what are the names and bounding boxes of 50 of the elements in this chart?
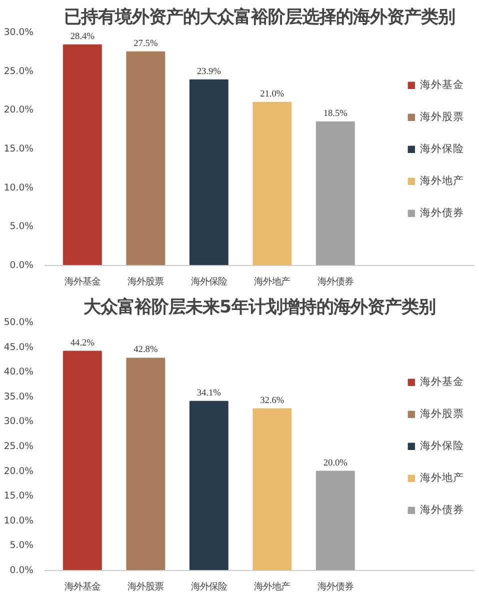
- data-label: 21.0%: [260, 89, 284, 100]
- x-tick-label: 海外保险: [190, 582, 227, 592]
- data-label: 28.4%: [70, 32, 95, 42]
- data-label: 32.6%: [260, 396, 284, 406]
- x-tick-label: 海外债券: [317, 582, 354, 592]
- y-tick-label: 20.0%: [4, 104, 34, 116]
- legend-label: 海外地产: [420, 174, 464, 188]
- data-label: 27.5%: [134, 38, 158, 49]
- x-tick-label: 海外债券: [317, 276, 354, 288]
- data-label: 42.8%: [134, 345, 158, 356]
- legend-label: 海外保险: [420, 439, 464, 453]
- legend-label: 海外基金: [420, 375, 464, 389]
- y-tick-label: 10.0%: [4, 515, 34, 526]
- legend-label: 海外债券: [420, 206, 464, 220]
- x-tick-label: 海外股票: [128, 582, 164, 592]
- y-tick-label: 35.0%: [4, 391, 34, 402]
- data-label: 23.9%: [196, 66, 222, 77]
- y-tick-label: 0.0%: [10, 565, 34, 576]
- x-tick-label: 海外股票: [128, 276, 164, 288]
- y-tick-label: 5.0%: [10, 221, 34, 232]
- y-tick-label: 25.0%: [4, 441, 34, 452]
- legend-label: 海外股票: [420, 407, 464, 421]
- data-label: 18.5%: [323, 108, 348, 119]
- y-tick-label: 50.0%: [4, 317, 34, 328]
- y-tick-label: 15.0%: [4, 144, 34, 154]
- y-tick-label: 40.0%: [4, 366, 34, 378]
- legend-label: 海外债券: [420, 503, 464, 517]
- x-tick-label: 海外基金: [64, 276, 100, 288]
- x-tick-label: 海外地产: [254, 582, 290, 592]
- legend-label: 海外地产: [420, 471, 464, 485]
- y-tick-label: 0.0%: [10, 260, 34, 271]
- data-label: 44.2%: [70, 338, 95, 348]
- legend-label: 海外基金: [420, 78, 464, 92]
- x-tick-label: 海外保险: [190, 276, 227, 288]
- y-tick-label: 15.0%: [4, 490, 34, 502]
- x-tick-label: 海外地产: [254, 276, 290, 288]
- legend-label: 海外保险: [420, 142, 464, 156]
- y-tick-label: 45.0%: [4, 342, 34, 353]
- data-label: 20.0%: [323, 458, 348, 468]
- y-tick-label: 30.0%: [4, 27, 34, 38]
- x-tick-label: 海外基金: [64, 582, 100, 592]
- data-label: 34.1%: [196, 388, 222, 398]
- y-tick-label: 30.0%: [4, 416, 34, 428]
- chart-title: 大众富裕阶层未来5年计划增持的海外资产类别: [83, 298, 436, 318]
- chart-title: 已持有境外资产的大众富裕阶层选择的海外资产类别: [64, 8, 455, 28]
- y-tick-label: 20.0%: [4, 466, 34, 477]
- y-tick-label: 5.0%: [10, 540, 34, 552]
- y-tick-label: 25.0%: [4, 66, 34, 77]
- legend-label: 海外股票: [420, 110, 464, 124]
- y-tick-label: 10.0%: [4, 182, 34, 194]
